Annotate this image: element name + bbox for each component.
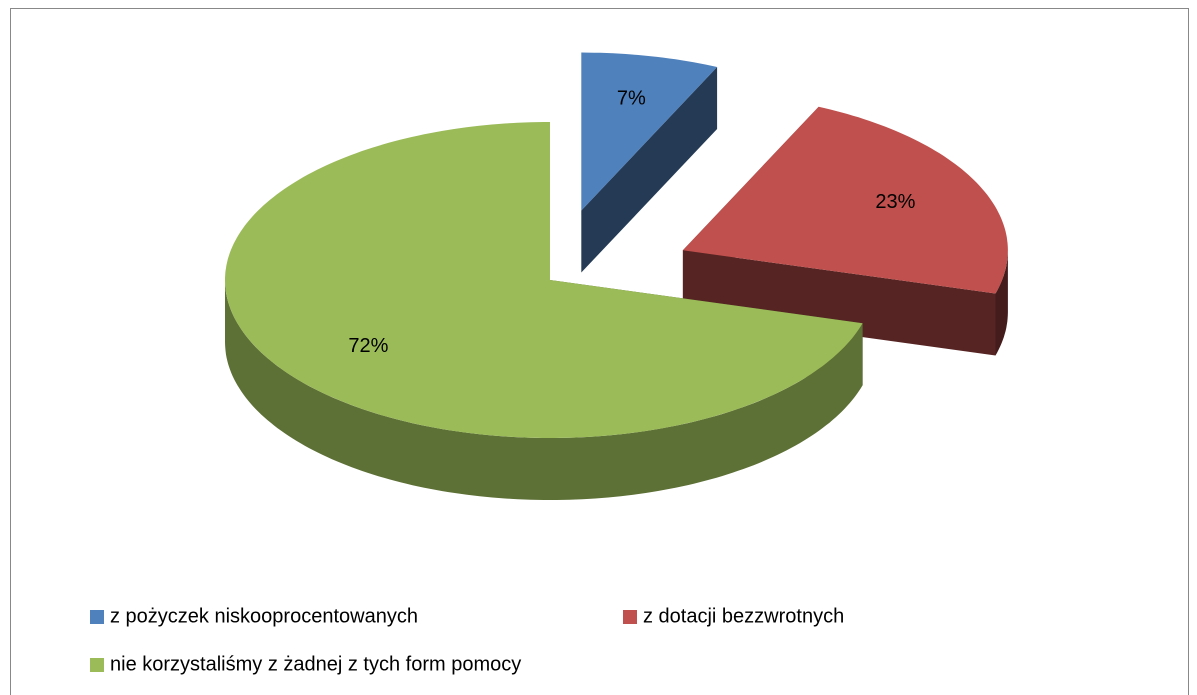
slice-wall <box>581 67 718 273</box>
data-label: 23% <box>875 191 915 213</box>
data-label: 72% <box>348 335 388 357</box>
legend-swatch <box>90 658 104 672</box>
legend-swatch <box>623 610 637 624</box>
legend-label: nie korzystaliśmy z żadnej z tych form p… <box>110 653 521 675</box>
legend-label: z dotacji bezzwrotnych <box>643 605 844 627</box>
slice <box>225 122 863 438</box>
pie: 7% 23% 72% <box>225 52 1008 500</box>
data-label: 7% <box>617 88 646 110</box>
legend-label: z pożyczek niskooprocentowanych <box>110 605 418 627</box>
legend-swatch <box>90 610 104 624</box>
legend: z pożyczek niskooprocentowanych z dotacji… <box>90 605 844 675</box>
slice <box>682 106 1008 294</box>
slice-rim <box>995 250 1008 356</box>
slice-wall <box>682 250 996 356</box>
slice <box>581 52 718 211</box>
slice-rim <box>225 280 863 500</box>
